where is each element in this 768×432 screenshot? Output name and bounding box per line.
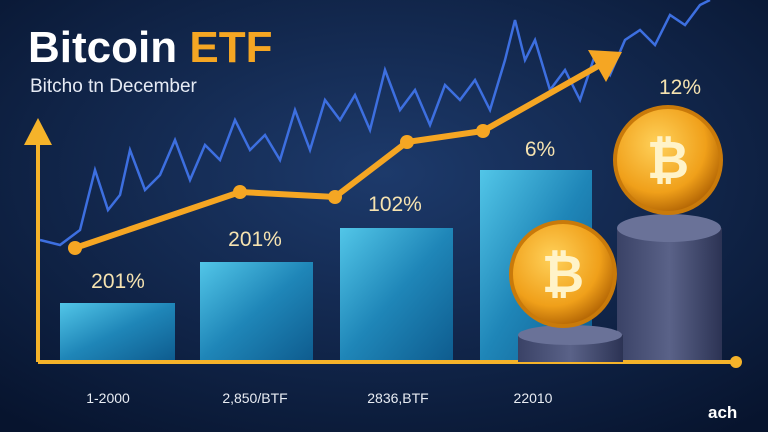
- bar: [200, 262, 313, 360]
- bar: [60, 303, 175, 360]
- category-label: 1-2000: [86, 390, 130, 406]
- logo: ach: [708, 403, 737, 422]
- value-label: 12%: [659, 76, 701, 99]
- title-main: Bitcoin: [28, 23, 177, 72]
- axis-dot: [730, 356, 742, 368]
- value-label: 201%: [228, 228, 282, 251]
- trend-dots: [68, 124, 490, 255]
- value-label: 102%: [368, 193, 422, 216]
- value-label: 6%: [525, 138, 555, 161]
- pedestal: [617, 228, 722, 360]
- pedestal-top: [518, 325, 622, 345]
- subtitle: Bitcho tn December: [30, 76, 198, 97]
- pedestal-top: [617, 214, 721, 242]
- axis-arrow: [24, 118, 52, 145]
- coin-symbol: ₿: [647, 132, 689, 190]
- coin: [509, 220, 617, 328]
- title-accent: ETF: [189, 23, 272, 72]
- category-label: 2,850/BTF: [222, 390, 287, 406]
- title: Bitcoin ETF: [28, 23, 272, 72]
- category-label: 22010: [514, 390, 553, 406]
- coin: [613, 105, 723, 215]
- coin-symbol: ₿: [542, 246, 584, 304]
- category-label: 2836,BTF: [367, 390, 428, 406]
- bar: [340, 228, 453, 360]
- trend-line: [74, 62, 602, 251]
- trend-arrow: [588, 50, 622, 82]
- value-label: 201%: [91, 270, 145, 293]
